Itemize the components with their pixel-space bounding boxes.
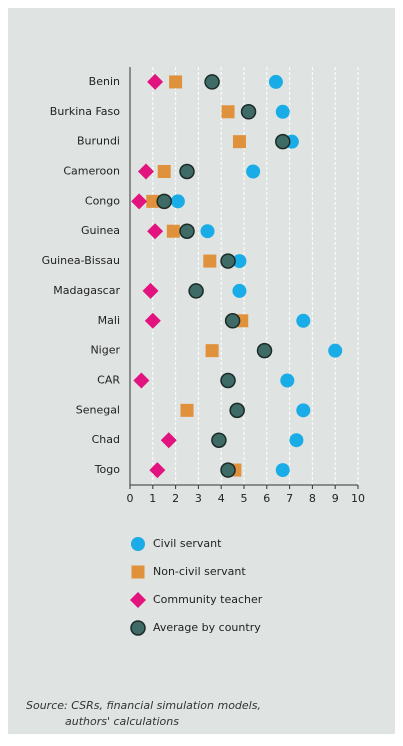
legend-label: Non-civil servant [153, 565, 246, 578]
square [146, 194, 160, 208]
dot [280, 373, 295, 388]
category-label: Congo [85, 194, 120, 207]
dot [220, 372, 236, 389]
panel [8, 8, 395, 734]
dot [275, 104, 290, 119]
dot [179, 163, 195, 180]
dot [275, 463, 290, 478]
category-label: Burkina Faso [50, 105, 120, 118]
dot [256, 342, 273, 359]
dot [232, 283, 247, 298]
category-label: Benin [89, 75, 120, 88]
category-label: Niger [90, 344, 120, 357]
category-label: Senegal [76, 403, 120, 416]
category-label: Mali [98, 314, 120, 327]
square [169, 75, 183, 89]
diamond [160, 432, 177, 449]
category-label: Madagascar [53, 284, 120, 297]
dot [275, 133, 291, 150]
dot [156, 193, 172, 210]
category-label: Guinea [81, 224, 120, 237]
dot [268, 74, 283, 89]
diamond [147, 223, 164, 240]
dot [232, 254, 247, 269]
legend-label: Average by country [153, 621, 261, 634]
category-label: Cameroon [63, 165, 120, 178]
square [221, 105, 235, 119]
diamond [137, 163, 154, 180]
square [232, 135, 246, 149]
diamond [142, 282, 159, 299]
diamond [147, 73, 164, 90]
diamond [133, 372, 150, 389]
square [180, 403, 194, 417]
dot [211, 432, 227, 448]
diamond [144, 312, 161, 329]
dot [130, 620, 146, 636]
category-label: CAR [97, 374, 120, 387]
square [203, 254, 217, 268]
diamond [131, 193, 148, 210]
source-note: Source: CSRs, financial simulation model… [26, 699, 261, 712]
dot [131, 537, 145, 551]
dot [289, 433, 304, 448]
dot [240, 104, 257, 120]
legend-label: Community teacher [153, 593, 263, 606]
square [205, 344, 219, 358]
dot [220, 462, 236, 478]
square [131, 565, 145, 579]
dot [179, 223, 195, 239]
dot [296, 313, 311, 328]
category-label: Togo [94, 463, 121, 476]
dot [220, 253, 236, 269]
dot [229, 402, 245, 419]
dot [224, 313, 241, 329]
square [166, 224, 180, 238]
x-tick-label: 7 [286, 492, 293, 505]
x-tick-label: 1 [149, 492, 156, 505]
x-tick-label: 10 [351, 492, 365, 505]
x-tick-label: 5 [241, 492, 248, 505]
source-note: authors' calculations [65, 715, 179, 728]
diamond [149, 462, 166, 479]
x-tick-label: 9 [332, 492, 339, 505]
legend-label: Civil servant [153, 537, 222, 550]
dot [170, 194, 185, 209]
category-label: Burundi [77, 135, 120, 148]
dot [246, 164, 261, 179]
x-tick-label: 0 [127, 492, 134, 505]
diamond [130, 592, 146, 608]
dot [188, 283, 204, 299]
dot [328, 343, 343, 358]
category-label: Chad [92, 433, 120, 446]
dot [204, 74, 220, 90]
x-tick-label: 4 [218, 492, 225, 505]
dot [296, 403, 311, 418]
x-tick-label: 8 [309, 492, 316, 505]
x-tick-label: 6 [263, 492, 270, 505]
x-tick-label: 2 [172, 492, 179, 505]
square [157, 165, 171, 178]
x-tick-label: 3 [195, 492, 202, 505]
dot [200, 224, 215, 239]
category-label: Guinea-Bissau [42, 254, 120, 267]
